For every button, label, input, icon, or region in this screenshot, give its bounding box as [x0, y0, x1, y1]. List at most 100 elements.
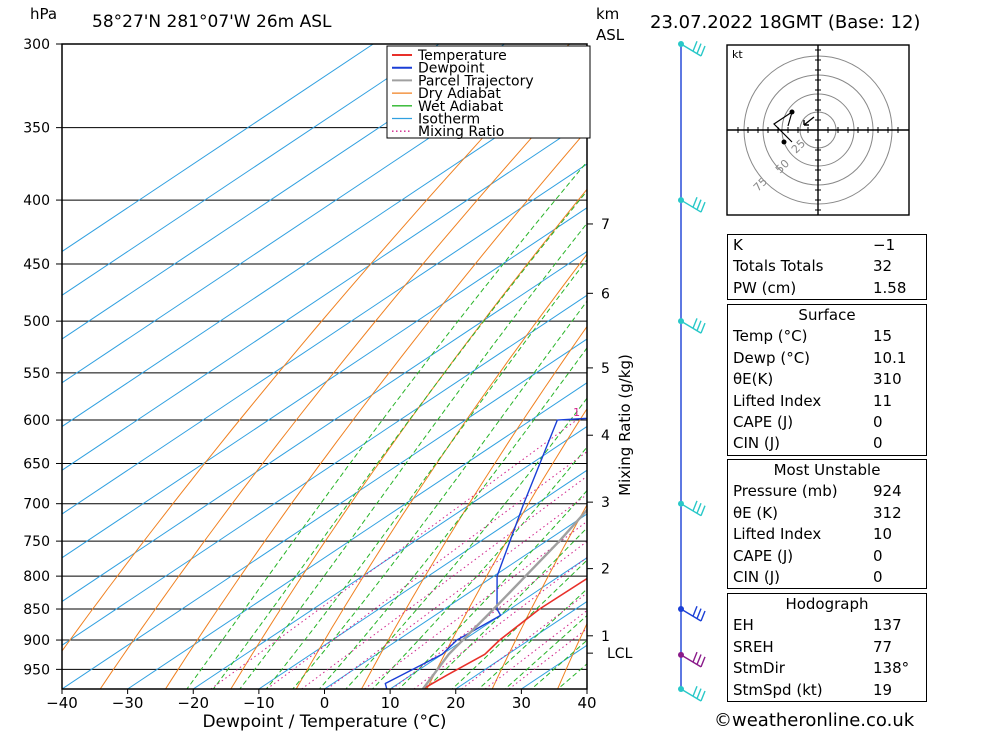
isotherm-line: [62, 44, 440, 296]
isotherm-line: [62, 119, 587, 471]
dry-adiabat-line: [361, 325, 587, 689]
dry-adiabat-line: [230, 188, 587, 689]
surface-row: Dewp (°C) 10.1: [728, 348, 926, 369]
mixing-ratio-label: 1: [573, 406, 580, 419]
hodograph-value: 138°: [873, 659, 910, 678]
hodograph-value: 137: [873, 616, 902, 635]
mixing-ratio-line: [364, 520, 587, 689]
indices-table: K −1 Totals Totals 32 PW (cm) 1.58: [727, 234, 927, 301]
pressure-tick-label: 900: [23, 633, 50, 649]
dry-adiabat-line: [950, 44, 1000, 689]
surface-title: Surface: [798, 306, 856, 324]
pressure-tick-label: 700: [23, 497, 50, 513]
dry-adiabat-line: [165, 129, 587, 689]
mixing-ratio-label: 6: [719, 406, 726, 419]
dry-adiabat-line: [491, 503, 587, 689]
most-unstable-key: θE (K): [733, 503, 778, 522]
isotherm-line: [62, 75, 587, 428]
wind-profile: [678, 40, 706, 702]
km-tick-label: 2: [601, 562, 610, 578]
surface-key: Temp (°C): [733, 327, 808, 346]
dry-adiabat-line: [62, 44, 570, 652]
pressure-tick-label: 350: [23, 121, 50, 137]
surface-row: θE(K) 310: [728, 369, 926, 390]
wind-barb: [678, 651, 706, 668]
wet-adiabat-line: [451, 559, 587, 689]
chart-axes: 3003504004505005506006507007508008509009…: [23, 37, 634, 732]
wet-adiabat-line: [186, 161, 587, 689]
legend-item-label: Wet Adiabat: [418, 99, 504, 115]
pressure-tick-label: 850: [23, 602, 50, 618]
isotherm-line: [62, 294, 587, 646]
hodograph-key: StmDir: [733, 659, 785, 678]
km-tick-label: 3: [601, 495, 610, 511]
temperature-line: [422, 577, 587, 689]
isotherm-line: [62, 207, 587, 559]
wind-barb: [678, 318, 706, 334]
isotherm-line: [389, 557, 587, 689]
isotherm-line: [324, 513, 587, 689]
wind-barb: [678, 500, 706, 517]
wind-barb-feather: [692, 197, 698, 208]
most-unstable-value: 10: [873, 525, 893, 544]
hodograph-row: StmDir 138°: [728, 658, 926, 679]
temp-tick-label: −30: [112, 694, 144, 712]
surface-value: 15: [873, 327, 893, 346]
pressure-tick-label: 400: [23, 193, 50, 209]
asl-label: ASL: [596, 26, 625, 44]
most-unstable-key: CAPE (J): [733, 546, 794, 565]
wet-adiabat-line: [292, 300, 587, 689]
index-value: 1.58: [873, 278, 907, 297]
wind-barb-feather: [692, 605, 698, 617]
wet-adiabat-line: [239, 222, 587, 689]
lcl-label: LCL: [607, 646, 633, 662]
hodograph-point: [781, 139, 787, 145]
legend-item-label: Temperature: [417, 48, 507, 64]
km-tick-label: 5: [601, 361, 610, 377]
pressure-tick-label: 800: [23, 569, 50, 585]
wind-barb-feather: [696, 654, 702, 665]
most-unstable-value: 0: [873, 546, 883, 565]
surface-key: CAPE (J): [733, 412, 794, 431]
wind-barb-feather: [700, 45, 706, 57]
most-unstable-row: θE (K) 312: [728, 503, 926, 524]
legend-item-label: Dry Adiabat: [418, 86, 501, 102]
copyright-link[interactable]: ©weatheronline.co.uk: [714, 710, 915, 731]
storm-motion-arrow: [803, 116, 815, 126]
most-unstable-row: Pressure (mb) 924: [728, 481, 926, 502]
mixing-ratio-label: 3: [659, 406, 666, 419]
pressure-tick-label: 500: [23, 314, 50, 330]
surface-key: Lifted Index: [733, 391, 822, 410]
surface-row: CIN (J) 0: [728, 433, 926, 454]
wind-barb-feather: [696, 503, 702, 514]
surface-value: 11: [873, 391, 893, 410]
surface-value: 10.1: [873, 348, 907, 367]
parcel-trajectory-line: [421, 508, 587, 689]
legend-item-label: Dewpoint: [418, 61, 485, 77]
wind-barb-shaft: [680, 654, 702, 668]
isotherm-line: [62, 44, 505, 340]
most-unstable-title: Most Unstable: [773, 461, 881, 479]
mixing-ratio-label: 4: [683, 406, 690, 419]
wet-adiabat-line: [424, 527, 587, 689]
hodograph-table: Hodograph EH 137 SREH 77 StmDir 138° StmSpd (k…: [727, 593, 927, 702]
wind-barb-feather: [700, 322, 706, 334]
most-unstable-row: Lifted Index 10: [728, 524, 926, 545]
wind-barb: [678, 685, 706, 702]
hodograph-value: 77: [873, 637, 893, 656]
wet-adiabat-line: [345, 397, 587, 689]
wind-barb-feather: [692, 318, 698, 329]
index-row: K −1: [728, 235, 926, 256]
wet-adiabat-line: [477, 588, 587, 689]
isotherm-line: [62, 250, 587, 603]
mixing-ratio-line: [266, 451, 587, 689]
hodograph-key: StmSpd (kt): [733, 680, 823, 699]
wet-adiabat-line: [371, 446, 587, 689]
hodograph-unit-label: kt: [732, 48, 743, 61]
most-unstable-value: 0: [873, 567, 883, 586]
most-unstable-value: 924: [873, 482, 902, 501]
wet-adiabat-line: [504, 614, 587, 689]
